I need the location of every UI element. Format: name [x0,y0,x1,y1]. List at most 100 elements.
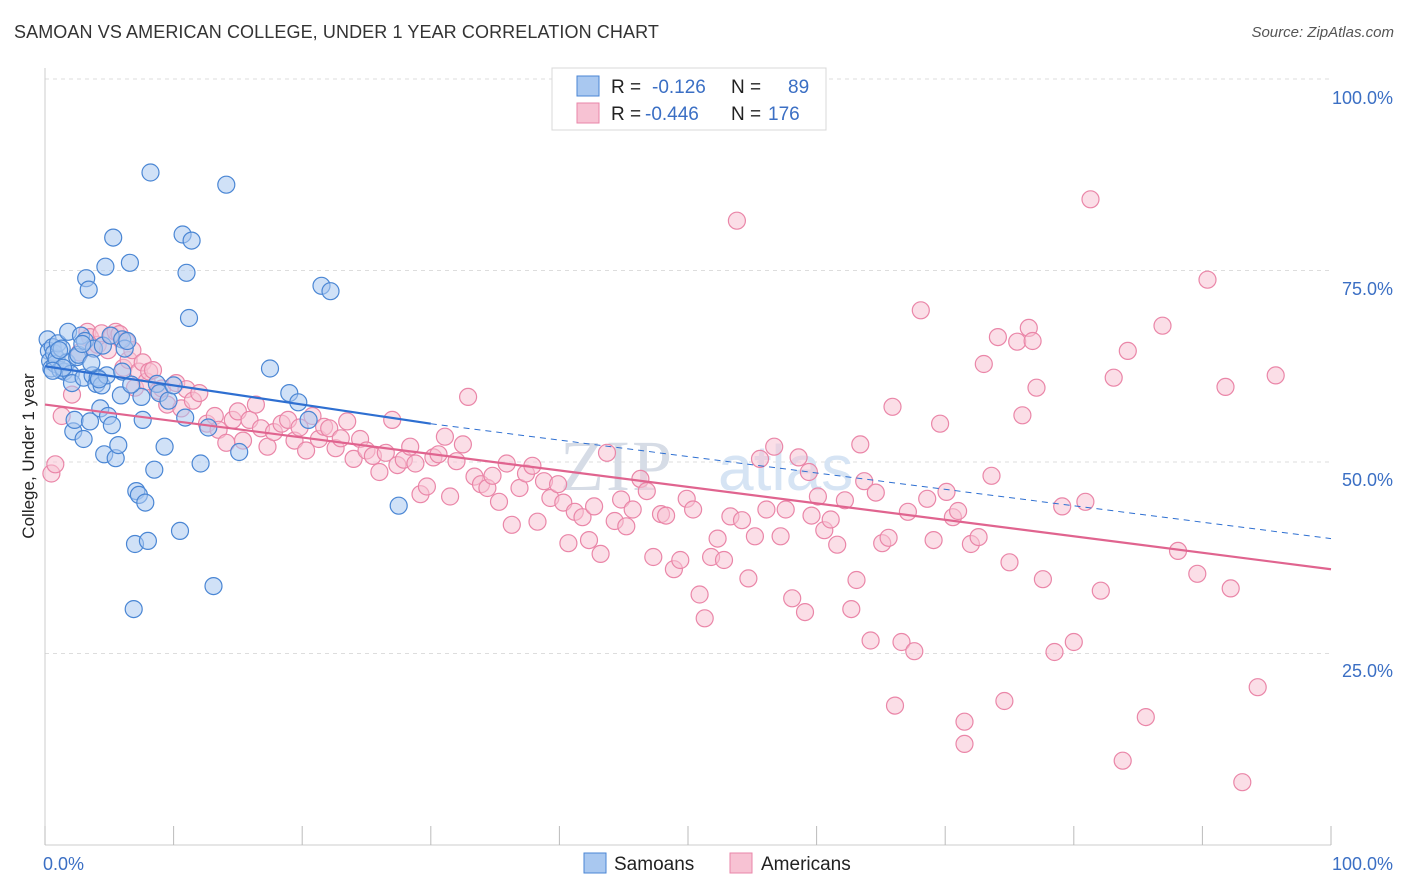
americans-point [559,534,578,553]
samoans-point [136,493,155,512]
legend-r-value-samoans: -0.126 [652,77,706,98]
legend-n-label-samoans: N = [731,77,761,98]
americans-point [1076,492,1095,511]
samoans-point [120,253,139,272]
americans-point [739,569,758,588]
americans-point [879,528,898,547]
americans-point [297,441,316,460]
americans-point [1104,368,1123,387]
y-axis-label: College, Under 1 year [19,373,38,539]
americans-point [1198,270,1217,289]
samoans-point [321,282,340,301]
samoans-point [124,599,143,619]
samoans-point [113,362,132,381]
americans-point [1091,581,1110,600]
americans-point [1233,773,1252,792]
americans-point [548,475,568,494]
americans-point [190,384,209,403]
americans-point [441,487,460,506]
americans-point [1118,341,1137,360]
americans-point [861,631,880,650]
legend-r-value-americans: -0.446 [645,104,699,125]
americans-point [974,354,993,374]
americans-point [1081,190,1100,209]
americans-point [656,506,676,525]
americans-point [417,477,436,496]
y-tick-label-75: 75.0% [1342,279,1393,299]
samoans-points [38,163,408,619]
americans-point [1136,707,1155,727]
americans-point [320,419,339,438]
samoans-point [133,410,152,429]
samoans-point [65,410,84,429]
samoans-point [217,175,236,194]
legend-r-label-samoans: R = [611,77,641,98]
x-tick-label-0: 0.0% [43,854,84,874]
americans-point [1013,406,1032,425]
americans-point [46,455,65,474]
samoans-point [179,308,199,328]
americans-point [690,585,709,604]
americans-point [937,482,956,501]
samoans-point [82,354,101,373]
americans-point [995,691,1014,711]
samoans-point [74,429,93,449]
bottom-legend-swatch-samoans [583,852,607,874]
chart-title: SAMOAN VS AMERICAN COLLEGE, UNDER 1 YEAR… [14,22,659,42]
americans-point [855,472,874,491]
samoans-point [79,280,98,299]
americans-point [246,395,265,414]
samoans-point [177,263,196,282]
samoans-trend-line [44,365,431,425]
americans-trend-line [44,403,1332,571]
americans-point [1023,331,1042,351]
americans-point [453,435,472,454]
samoans-point [145,460,164,479]
legend-swatch-americans [576,102,600,124]
source-label: Source: ZipAtlas.com [1251,24,1394,41]
samoans-point [159,391,178,410]
americans-point [1033,570,1053,589]
y-tick-label-25: 25.0% [1342,661,1393,681]
trend-lines [44,365,1332,571]
samoans-point [389,496,408,515]
americans-point [732,511,752,530]
samoans-point [132,387,151,406]
americans-point [930,414,950,433]
samoans-point [170,521,190,541]
americans-point [1113,751,1132,770]
americans-point [828,535,847,554]
americans-point [911,301,930,320]
samoans-point [138,531,157,551]
samoans-point [80,412,100,431]
americans-point [714,550,734,570]
americans-point [344,449,363,468]
samoans-point [230,442,249,462]
americans-point [435,427,454,446]
samoans-point [73,334,92,354]
samoans-point [109,436,128,455]
americans-point [745,527,765,546]
americans-point [1153,316,1172,335]
samoans-point [49,341,69,360]
americans-point [1008,332,1027,351]
bottom-legend-swatch-americans [729,852,753,874]
samoans-point [118,331,137,351]
americans-point [808,487,828,506]
americans-point [637,482,656,501]
americans-point [406,454,425,473]
americans-point [924,530,943,550]
legend-n-label-americans: N = [731,104,761,125]
samoans-point [182,231,201,250]
americans-point [1248,678,1267,697]
samoans-point [104,228,123,247]
samoans-point [141,163,160,182]
americans-point [851,435,870,454]
americans-point [955,712,974,731]
americans-point [757,500,776,519]
samoans-trend-extension [430,423,1332,540]
americans-point [1266,366,1285,385]
americans-point [489,492,509,511]
samoans-point [260,359,280,378]
